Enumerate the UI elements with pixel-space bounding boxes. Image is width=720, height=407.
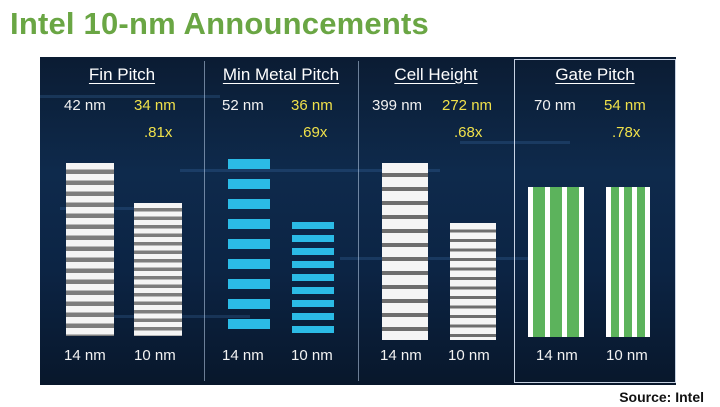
- source-credit: Source: Intel: [619, 389, 704, 405]
- gate-green-stripe: [632, 187, 650, 337]
- cell-height-14nm-bar: [382, 163, 428, 340]
- background-streak: [60, 207, 180, 210]
- fin-pitch-14nm-label: 14 nm: [64, 347, 106, 364]
- gate-pitch-column: Gate Pitch 70 nm 54 nm .78x 14 nm 10 nm: [514, 57, 676, 385]
- cell-height-14nm-label: 14 nm: [380, 347, 422, 364]
- background-streak: [180, 169, 440, 172]
- cell-height-14nm-value: 399 nm: [372, 97, 423, 114]
- cell-height-10nm-label: 10 nm: [448, 347, 490, 364]
- min-metal-pitch-14nm-value: 52 nm: [222, 97, 264, 114]
- fin-pitch-10nm-value: 34 nm: [134, 97, 176, 114]
- fin-pitch-14nm-bar: [66, 163, 114, 336]
- gate-green-stripe: [606, 187, 619, 337]
- cell-height-heading: Cell Height: [394, 65, 478, 84]
- column-divider: [358, 61, 359, 381]
- cell-height-10nm-bar: [450, 223, 496, 340]
- background-streak: [40, 95, 220, 98]
- gate-pitch-ratio: .78x: [612, 124, 641, 141]
- gate-pitch-10nm-value: 54 nm: [604, 97, 646, 114]
- gate-green-stripe: [562, 187, 584, 337]
- min-metal-pitch-10nm-label: 10 nm: [291, 347, 333, 364]
- cell-height-ratio: .68x: [454, 124, 483, 141]
- gate-pitch-14nm-bar: [528, 187, 584, 337]
- cell-height-column: Cell Height 399 nm 272 nm .68x 14 nm 10 …: [358, 57, 514, 385]
- fin-pitch-column: Fin Pitch 42 nm 34 nm .81x 14 nm 10 nm: [40, 57, 204, 385]
- min-metal-pitch-column: Min Metal Pitch 52 nm 36 nm .69x 14 nm 1…: [204, 57, 358, 385]
- fin-pitch-14nm-value: 42 nm: [64, 97, 106, 114]
- gate-pitch-14nm-value: 70 nm: [534, 97, 576, 114]
- background-streak: [460, 141, 570, 144]
- gate-pitch-highlight-frame: [514, 59, 676, 383]
- fin-pitch-10nm-label: 10 nm: [134, 347, 176, 364]
- min-metal-pitch-14nm-bar: [228, 159, 270, 339]
- fin-pitch-ratio: .81x: [144, 124, 173, 141]
- gate-green-stripe: [619, 187, 632, 337]
- gate-pitch-14nm-label: 14 nm: [536, 347, 578, 364]
- slide-title: Intel 10-nm Announcements: [10, 6, 429, 41]
- gate-green-stripe: [528, 187, 545, 337]
- gate-pitch-10nm-label: 10 nm: [606, 347, 648, 364]
- min-metal-pitch-10nm-bar: [292, 222, 334, 339]
- min-metal-pitch-ratio: .69x: [299, 124, 328, 141]
- min-metal-pitch-heading: Min Metal Pitch: [222, 65, 340, 84]
- column-divider: [204, 61, 205, 381]
- fin-pitch-heading: Fin Pitch: [88, 65, 156, 84]
- background-streak: [340, 257, 540, 260]
- gate-pitch-10nm-bar: [606, 187, 650, 337]
- cell-height-10nm-value: 272 nm: [442, 97, 493, 114]
- gate-green-stripe: [545, 187, 562, 337]
- fin-pitch-10nm-bar: [134, 203, 182, 336]
- comparison-panel: Fin Pitch 42 nm 34 nm .81x 14 nm 10 nm M…: [40, 57, 676, 385]
- min-metal-pitch-10nm-value: 36 nm: [291, 97, 333, 114]
- gate-pitch-heading: Gate Pitch: [555, 65, 635, 84]
- min-metal-pitch-14nm-label: 14 nm: [222, 347, 264, 364]
